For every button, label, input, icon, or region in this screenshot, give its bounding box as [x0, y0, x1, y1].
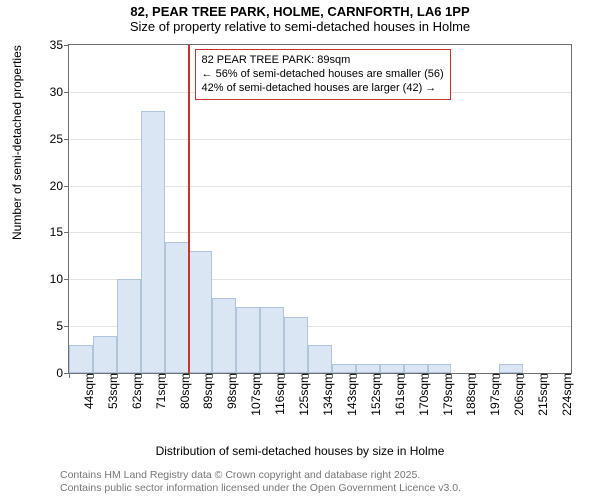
x-tick-label: 197sqm: [482, 373, 502, 416]
x-axis-label: Distribution of semi-detached houses by …: [0, 444, 600, 458]
bar: [356, 364, 380, 373]
y-tick-label: 20: [37, 180, 69, 192]
x-tick-mark: [308, 373, 309, 378]
x-tick-mark: [499, 373, 500, 378]
x-tick-label: 224sqm: [554, 373, 574, 416]
x-tick-label: 116sqm: [267, 373, 287, 415]
x-tick-mark: [69, 373, 70, 378]
annotation-box: 82 PEAR TREE PARK: 89sqm← 56% of semi-de…: [195, 49, 451, 100]
y-axis-label: Number of semi-detached properties: [10, 45, 24, 240]
x-tick-label: 215sqm: [530, 373, 550, 416]
bar: [332, 364, 356, 373]
bar: [260, 307, 284, 373]
x-tick-mark: [93, 373, 94, 378]
x-tick-label: 134sqm: [315, 373, 335, 416]
bar: [117, 279, 141, 373]
x-tick-label: 179sqm: [435, 373, 455, 416]
bar: [308, 345, 332, 373]
bar: [380, 364, 404, 373]
x-tick-label: 107sqm: [243, 373, 263, 416]
y-tick-label: 35: [37, 39, 69, 51]
annotation-line3: 42% of semi-detached houses are larger (…: [202, 82, 444, 96]
x-tick-mark: [380, 373, 381, 378]
x-tick-mark: [141, 373, 142, 378]
bar: [69, 345, 93, 373]
x-tick-label: 53sqm: [100, 373, 120, 409]
x-tick-mark: [428, 373, 429, 378]
title-line2: Size of property relative to semi-detach…: [0, 19, 600, 34]
title-line1: 82, PEAR TREE PARK, HOLME, CARNFORTH, LA…: [0, 4, 600, 19]
x-tick-mark: [404, 373, 405, 378]
x-tick-label: 188sqm: [458, 373, 478, 416]
bar: [236, 307, 260, 373]
annotation-line2: ← 56% of semi-detached houses are smalle…: [202, 68, 444, 82]
y-tick-label: 15: [37, 226, 69, 238]
x-tick-label: 80sqm: [172, 373, 192, 409]
x-tick-label: 71sqm: [148, 373, 168, 409]
x-tick-label: 143sqm: [339, 373, 359, 416]
reference-line: [188, 45, 190, 373]
bar: [499, 364, 523, 373]
bar: [93, 336, 117, 373]
bar: [428, 364, 452, 373]
bar: [404, 364, 428, 373]
footer-line1: Contains HM Land Registry data © Crown c…: [60, 469, 461, 483]
x-tick-label: 62sqm: [124, 373, 144, 409]
bar: [189, 251, 213, 373]
x-tick-label: 161sqm: [387, 373, 407, 416]
x-tick-label: 89sqm: [195, 373, 215, 409]
x-tick-mark: [332, 373, 333, 378]
x-tick-mark: [284, 373, 285, 378]
x-tick-mark: [475, 373, 476, 378]
chart-area: Number of semi-detached properties 05101…: [0, 40, 600, 500]
x-tick-mark: [451, 373, 452, 378]
x-tick-mark: [117, 373, 118, 378]
x-tick-mark: [260, 373, 261, 378]
bar: [212, 298, 236, 373]
plot-region: 0510152025303544sqm53sqm62sqm71sqm80sqm8…: [68, 44, 572, 374]
x-tick-mark: [236, 373, 237, 378]
x-tick-label: 125sqm: [291, 373, 311, 416]
y-tick-label: 30: [37, 86, 69, 98]
bar: [284, 317, 308, 373]
footer-attribution: Contains HM Land Registry data © Crown c…: [60, 469, 461, 496]
x-tick-mark: [212, 373, 213, 378]
footer-line2: Contains public sector information licen…: [60, 482, 461, 496]
annotation-line1: 82 PEAR TREE PARK: 89sqm: [202, 54, 444, 68]
x-tick-mark: [523, 373, 524, 378]
y-tick-label: 25: [37, 133, 69, 145]
x-tick-mark: [356, 373, 357, 378]
x-tick-mark: [189, 373, 190, 378]
x-tick-label: 44sqm: [76, 373, 96, 409]
x-tick-label: 98sqm: [219, 373, 239, 409]
bar: [165, 242, 189, 373]
y-tick-label: 0: [37, 367, 69, 379]
x-tick-mark: [547, 373, 548, 378]
y-tick-label: 5: [37, 320, 69, 332]
x-tick-label: 152sqm: [363, 373, 383, 416]
y-tick-label: 10: [37, 273, 69, 285]
x-tick-mark: [165, 373, 166, 378]
chart-title: 82, PEAR TREE PARK, HOLME, CARNFORTH, LA…: [0, 0, 600, 34]
bar: [141, 111, 165, 373]
x-tick-label: 206sqm: [506, 373, 526, 416]
x-tick-label: 170sqm: [411, 373, 431, 416]
